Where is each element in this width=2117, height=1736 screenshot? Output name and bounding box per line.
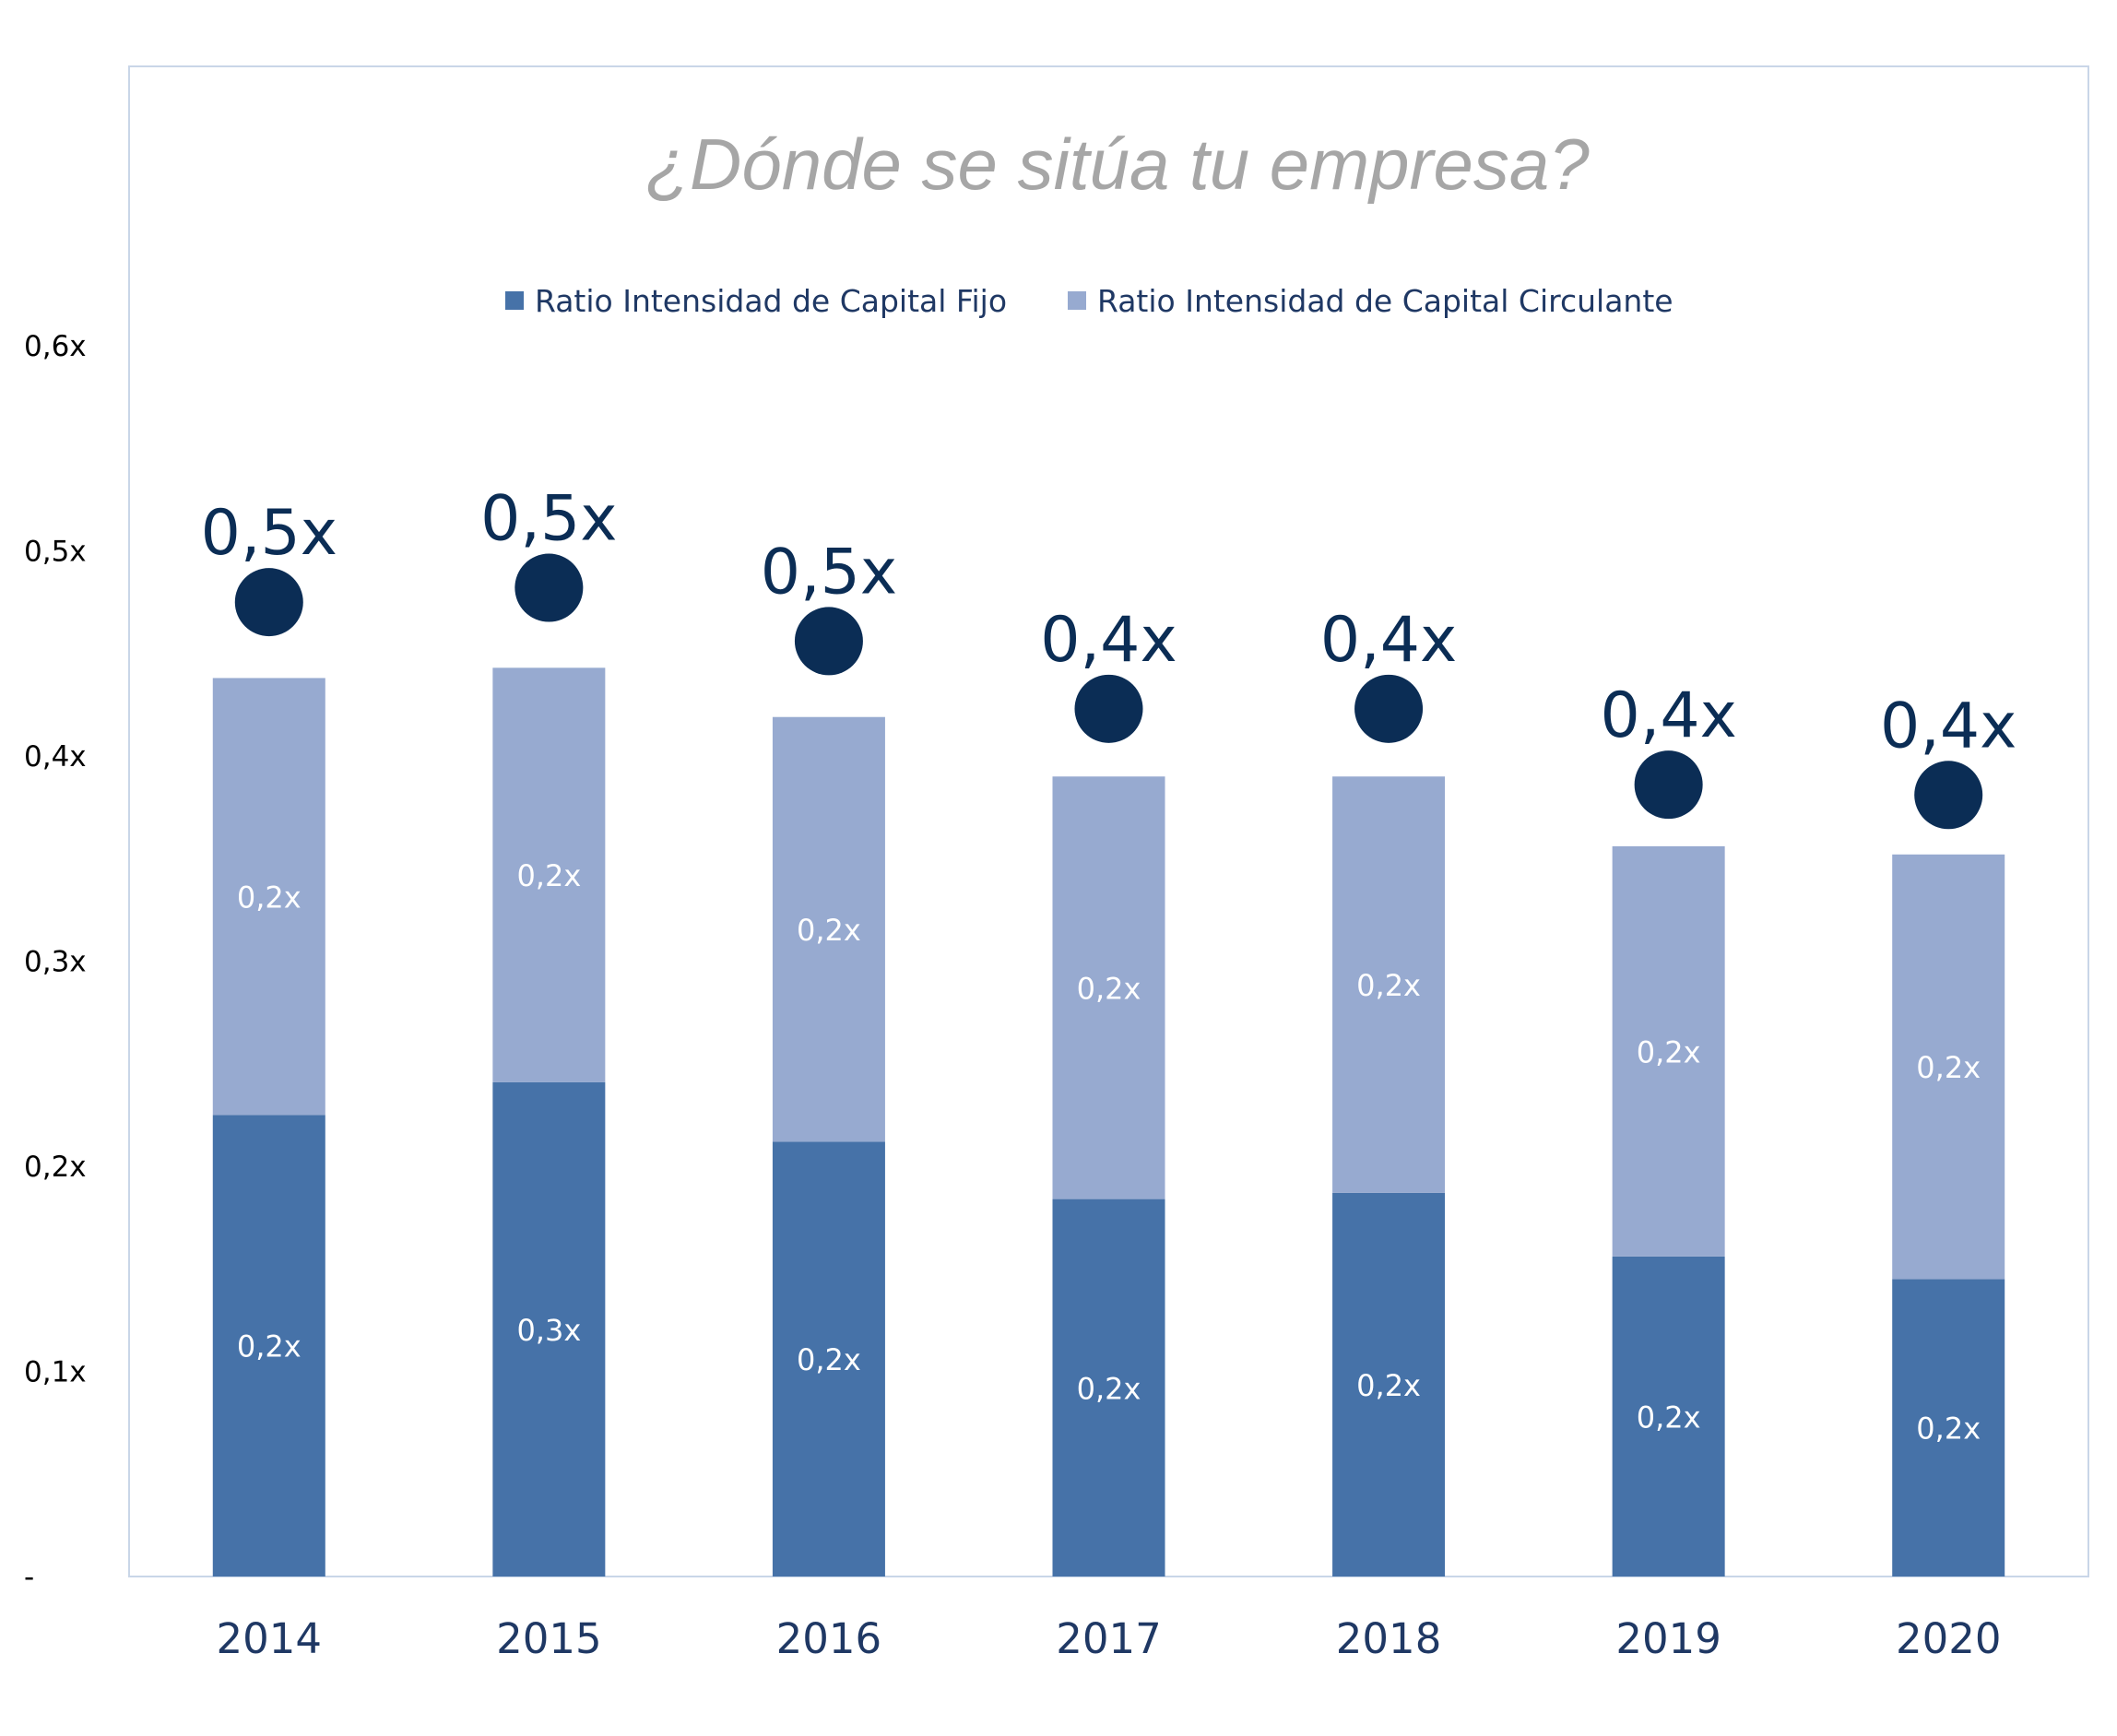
bar-capital-fijo bbox=[212, 1115, 325, 1577]
segment-value-label: 0,2x bbox=[1637, 1034, 1701, 1069]
bar-capital-circulante bbox=[1052, 776, 1165, 1199]
bar-capital-circulante bbox=[772, 716, 885, 1142]
total-value-label: 0,5x bbox=[201, 497, 337, 570]
bar-capital-circulante bbox=[1612, 845, 1725, 1257]
bar-capital-fijo bbox=[1332, 1192, 1446, 1577]
total-value-label: 0,4x bbox=[1600, 679, 1736, 752]
total-value-label: 0,4x bbox=[1880, 690, 2016, 762]
legend: Ratio Intensidad de Capital Fijo Ratio In… bbox=[505, 283, 1673, 319]
y-tick-label: 0,1x bbox=[24, 1356, 87, 1389]
total-marker bbox=[1634, 750, 1703, 820]
bar-capital-fijo bbox=[492, 1081, 606, 1577]
x-axis: 2014 2015 2016 2017 2018 2019 2020 bbox=[217, 1614, 2002, 1663]
total-value-label: 0,5x bbox=[480, 483, 617, 556]
total-marker bbox=[794, 607, 863, 676]
bar-capital-circulante bbox=[492, 667, 606, 1082]
bars bbox=[212, 667, 2005, 1577]
total-value-label: 0,4x bbox=[1320, 604, 1457, 677]
segment-value-label: 0,2x bbox=[797, 913, 861, 948]
segment-value-label: 0,2x bbox=[1356, 968, 1421, 1003]
legend-swatch bbox=[1068, 291, 1086, 310]
y-tick-label: 0,2x bbox=[24, 1151, 87, 1184]
x-tick-label: 2014 bbox=[217, 1614, 323, 1663]
bar-capital-fijo bbox=[1892, 1279, 2005, 1577]
segment-value-label: 0,2x bbox=[797, 1342, 861, 1377]
segment-value-label: 0,2x bbox=[1077, 971, 1141, 1006]
legend-label: Ratio Intensidad de Capital Circulante bbox=[1097, 283, 1673, 319]
bar-capital-circulante bbox=[212, 678, 325, 1116]
legend-swatch bbox=[505, 291, 524, 310]
segment-value-label: 0,2x bbox=[516, 858, 581, 893]
total-marker bbox=[1914, 761, 1983, 830]
bar-capital-circulante bbox=[1332, 776, 1446, 1193]
segment-value-label: 0,2x bbox=[1916, 1050, 1981, 1085]
chart-title: ¿Dónde se sitúa tu empresa? bbox=[645, 124, 1590, 205]
legend-label: Ratio Intensidad de Capital Fijo bbox=[535, 283, 1007, 319]
total-marker bbox=[514, 553, 584, 622]
segment-value-label: 0,2x bbox=[237, 880, 302, 915]
total-marker bbox=[1074, 674, 1143, 743]
x-tick-label: 2017 bbox=[1056, 1614, 1162, 1663]
segment-value-label: 0,2x bbox=[1637, 1399, 1701, 1435]
x-tick-label: 2018 bbox=[1336, 1614, 1442, 1663]
x-tick-label: 2020 bbox=[1896, 1614, 2002, 1663]
segment-value-label: 0,2x bbox=[237, 1329, 302, 1364]
total-marker bbox=[234, 568, 303, 637]
x-tick-label: 2016 bbox=[776, 1614, 882, 1663]
y-tick-label: 0,5x bbox=[24, 536, 87, 569]
y-tick-label: 0,6x bbox=[24, 330, 87, 363]
segment-labels: 0,2x 0,2x 0,3x 0,2x 0,2x 0,2x 0,2x 0,2x 0,2x 0,2x… bbox=[237, 858, 1981, 1447]
segment-value-label: 0,3x bbox=[516, 1313, 581, 1348]
x-tick-label: 2015 bbox=[496, 1614, 602, 1663]
y-tick-label: 0,4x bbox=[24, 740, 87, 774]
x-tick-label: 2019 bbox=[1615, 1614, 1721, 1663]
segment-value-label: 0,2x bbox=[1077, 1371, 1141, 1406]
y-tick-label: - bbox=[24, 1561, 34, 1594]
y-tick-label: 0,3x bbox=[24, 946, 87, 979]
bar-capital-fijo bbox=[1052, 1199, 1165, 1577]
y-axis: - 0,1x 0,2x 0,3x 0,4x 0,5x 0,6x bbox=[24, 330, 87, 1594]
total-markers: 0,5x 0,5x 0,5x 0,4x 0,4x 0,4x 0,4x bbox=[201, 483, 2016, 830]
bar-capital-circulante bbox=[1892, 854, 2005, 1280]
segment-value-label: 0,2x bbox=[1916, 1411, 1981, 1447]
total-marker bbox=[1354, 674, 1424, 743]
segment-value-label: 0,2x bbox=[1356, 1368, 1421, 1403]
total-value-label: 0,5x bbox=[761, 536, 897, 608]
total-value-label: 0,4x bbox=[1040, 604, 1177, 677]
bar-capital-fijo bbox=[772, 1141, 885, 1577]
bar-capital-fijo bbox=[1612, 1256, 1725, 1577]
